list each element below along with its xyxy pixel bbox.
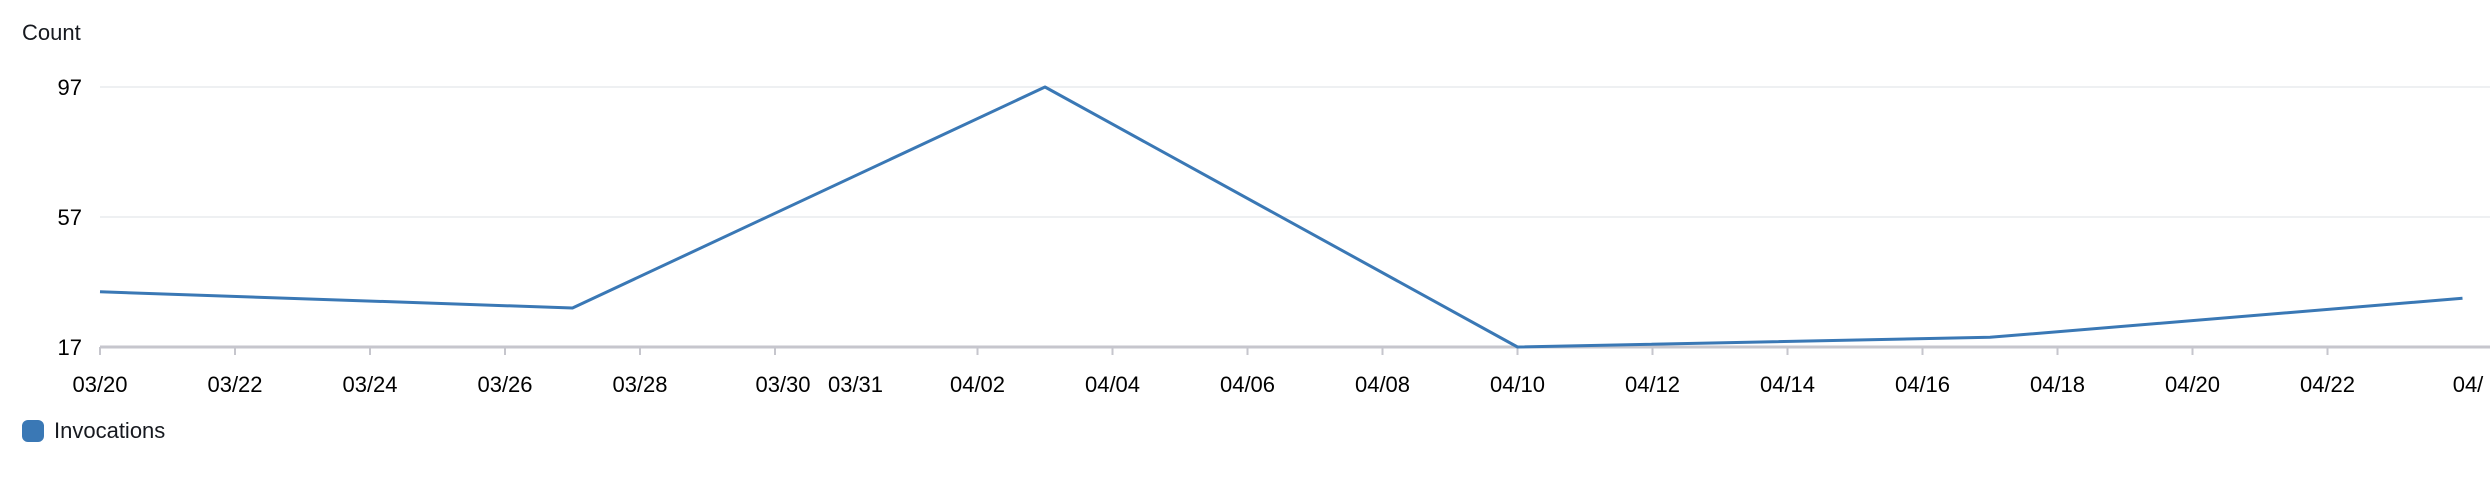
- x-tick-label-9: 04/06: [1220, 372, 1275, 397]
- x-tick-label-6: 03/31: [828, 372, 883, 397]
- x-tick-label-15: 04/18: [2030, 372, 2085, 397]
- y-tick-label-17: 17: [58, 335, 82, 360]
- x-tick-label-13: 04/14: [1760, 372, 1815, 397]
- x-tick-label-18: 04/: [2453, 372, 2484, 397]
- series-line-invocations: [99, 85, 2463, 349]
- legend-swatch-invocations: [22, 420, 44, 442]
- x-tick-label-3: 03/26: [477, 372, 532, 397]
- x-tick-label-12: 04/12: [1625, 372, 1680, 397]
- y-tick-labels: 17 57 97: [58, 75, 82, 360]
- x-tick-label-14: 04/16: [1895, 372, 1950, 397]
- x-tick-label-7: 04/02: [950, 372, 1005, 397]
- x-tick-label-8: 04/04: [1085, 372, 1140, 397]
- x-tick-label-2: 03/24: [342, 372, 397, 397]
- x-tick-label-5: 03/30: [755, 372, 810, 397]
- x-tick-label-4: 03/28: [612, 372, 667, 397]
- legend[interactable]: Invocations: [22, 418, 165, 444]
- x-tick-label-0: 03/20: [72, 372, 127, 397]
- x-tick-label-11: 04/10: [1490, 372, 1545, 397]
- x-tick-labels: 03/20 03/22 03/24 03/26 03/28 03/30 03/31 04/02…: [72, 347, 2484, 397]
- y-tick-label-57: 57: [58, 205, 82, 230]
- legend-label-invocations: Invocations: [54, 418, 166, 443]
- x-tick-label-17: 04/22: [2300, 372, 2355, 397]
- x-tick-label-16: 04/20: [2165, 372, 2220, 397]
- x-tick-label-1: 03/22: [207, 372, 262, 397]
- series-layer: [99, 85, 2463, 349]
- grid-layer: [100, 86, 2490, 349]
- y-tick-label-97: 97: [58, 75, 82, 100]
- y-axis-label: Count: [22, 20, 81, 45]
- x-tick-label-10: 04/08: [1355, 372, 1410, 397]
